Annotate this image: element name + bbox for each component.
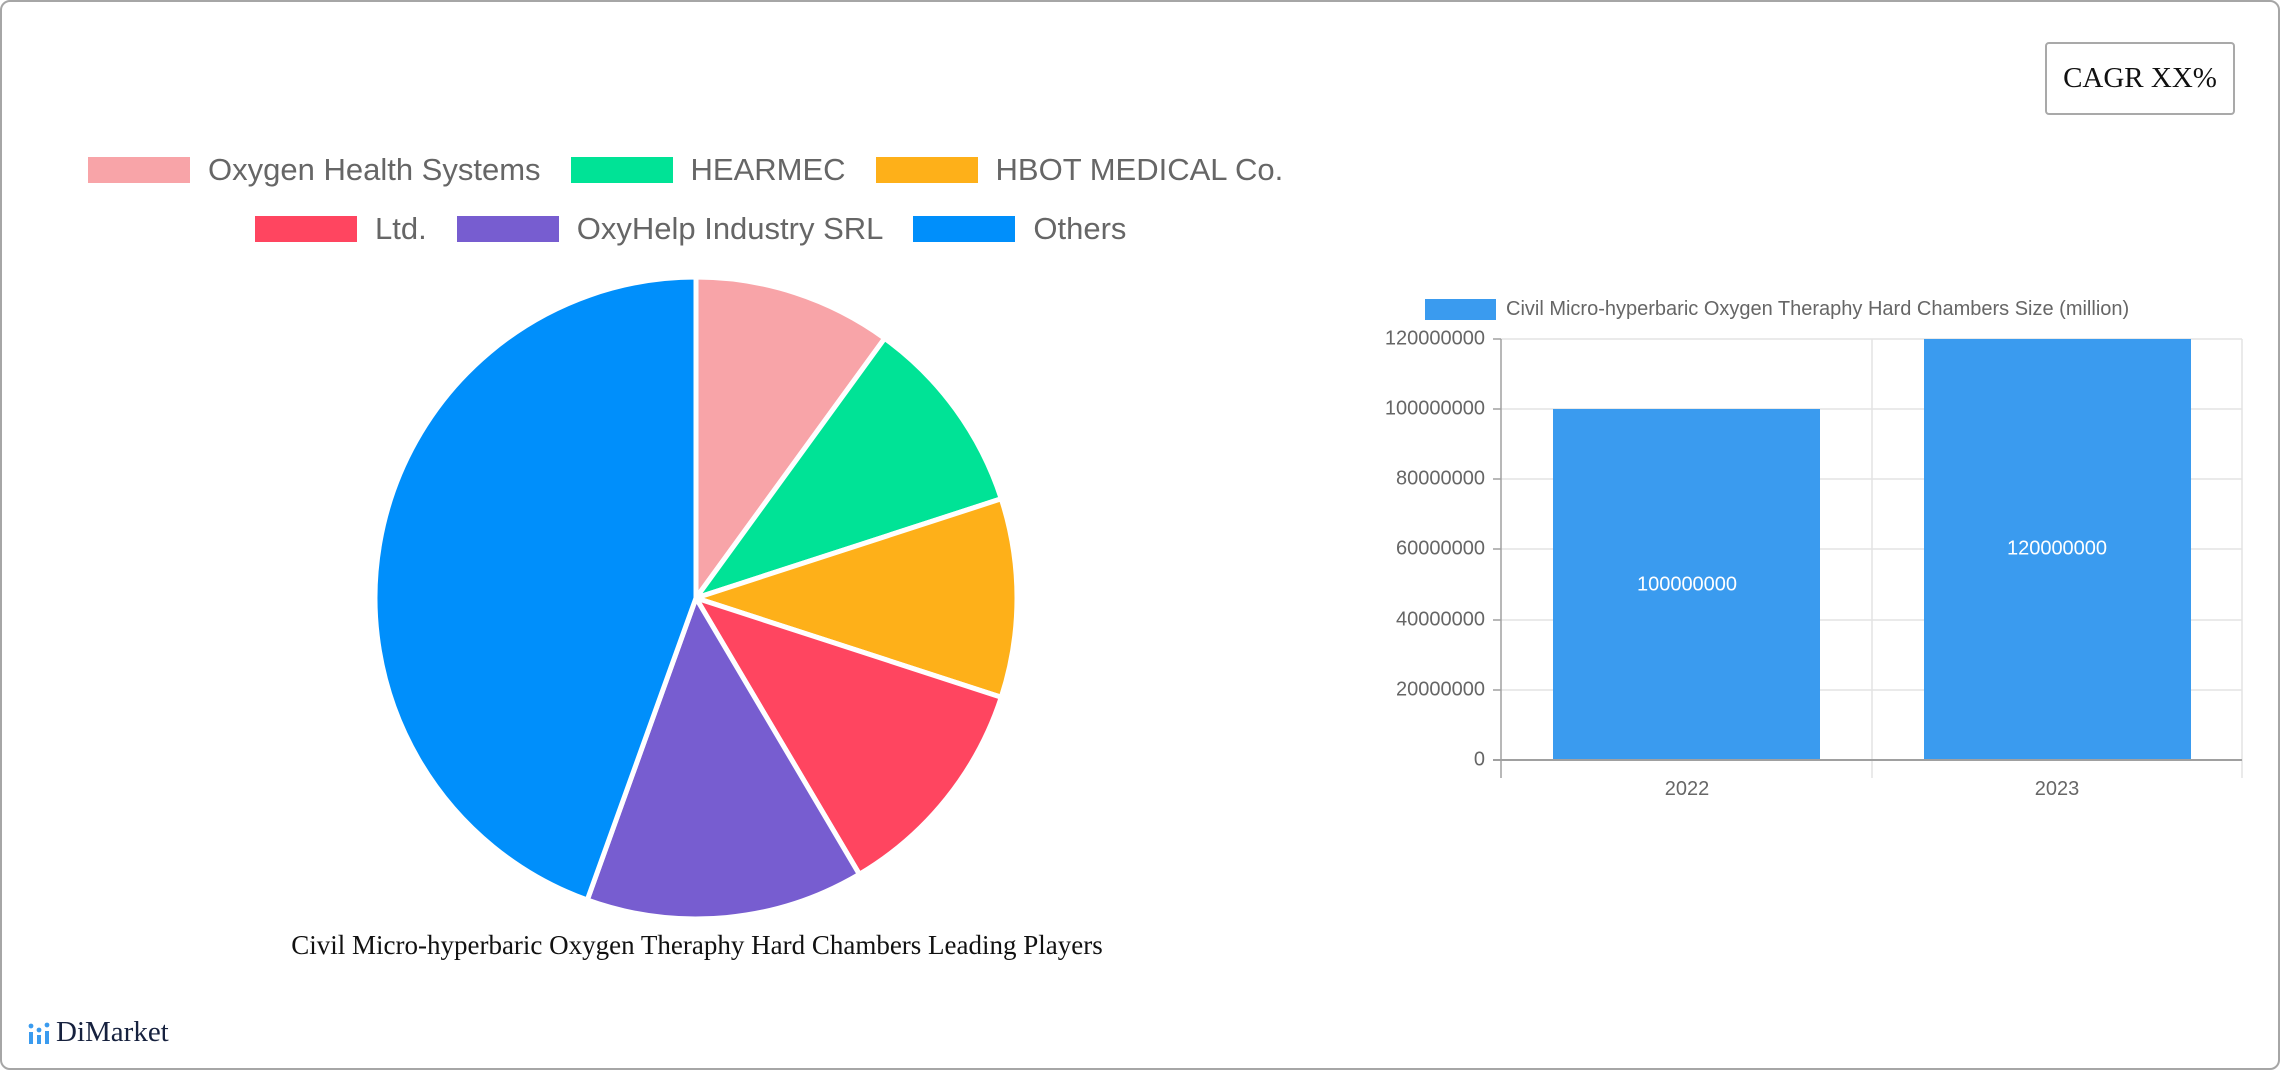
y-tick: 60000000 <box>1396 537 1485 560</box>
legend-label: HEARMEC <box>690 152 846 187</box>
x-tick: 2023 <box>2034 778 2080 800</box>
legend-item-ltd[interactable]: Ltd. <box>255 211 427 247</box>
legend-swatch <box>88 157 190 183</box>
pie-slice-others[interactable] <box>372 274 699 903</box>
y-tick: 80000000 <box>1396 467 1485 490</box>
legend-swatch <box>570 157 673 183</box>
legend-label: Others <box>1033 211 1127 246</box>
y-tick: 120000000 <box>1384 327 1485 350</box>
legend-label: OxyHelp Industry SRL <box>576 211 884 246</box>
dimarket-logo[interactable]: DiMarket <box>28 1016 169 1049</box>
y-tick: 40000000 <box>1396 608 1485 631</box>
cagr-label: CAGR XX% <box>2063 62 2217 94</box>
pie-chart <box>372 274 1020 922</box>
pie-slice-oxygen-health-systems[interactable] <box>693 274 888 601</box>
legend-label: Ltd. <box>375 211 427 246</box>
logo-text: DiMarket <box>56 1016 169 1048</box>
legend-item-others[interactable]: Others <box>913 211 1126 247</box>
cagr-badge: CAGR XX% <box>2045 42 2235 115</box>
legend-item-hearmec[interactable]: HEARMEC <box>570 152 846 188</box>
logo-bars-icon <box>28 1022 50 1044</box>
pie-legend-row-1: Oxygen Health Systems HEARMEC HBOT MEDIC… <box>88 150 1313 190</box>
legend-swatch <box>456 216 559 242</box>
legend-item-oxygen-health-systems[interactable]: Oxygen Health Systems <box>88 152 541 188</box>
x-tick: 2022 <box>1664 778 1710 800</box>
legend-label: Oxygen Health Systems <box>208 152 541 187</box>
y-tick: 0 <box>1473 748 1485 771</box>
bar-value-label: 120000000 <box>2006 537 2108 560</box>
bar-legend[interactable]: Civil Micro-hyperbaric Oxygen Theraphy H… <box>1425 298 2129 321</box>
pie-chart-title: Civil Micro-hyperbaric Oxygen Theraphy H… <box>291 930 1103 960</box>
legend-item-hbot-medical[interactable]: HBOT MEDICAL Co. <box>875 152 1284 188</box>
legend-label: HBOT MEDICAL Co. <box>995 152 1284 187</box>
bar-value-label: 100000000 <box>1636 573 1738 596</box>
legend-swatch <box>875 157 978 183</box>
pie-legend-row-2: Ltd. OxyHelp Industry SRL Others <box>255 209 1156 249</box>
bar-legend-label: Civil Micro-hyperbaric Oxygen Theraphy H… <box>1506 298 2130 320</box>
pie-slice-hearmec[interactable] <box>693 335 1004 601</box>
y-tick: 20000000 <box>1396 678 1485 701</box>
pie-slice-ltd[interactable] <box>693 595 1004 877</box>
bar-legend-swatch <box>1425 299 1496 320</box>
pie-slice-oxyhelp-industry-srl[interactable] <box>584 595 862 922</box>
legend-swatch <box>913 216 1016 242</box>
bar-2023[interactable] <box>1924 339 2191 760</box>
legend-swatch <box>255 216 357 242</box>
y-tick: 100000000 <box>1384 397 1485 420</box>
pie-slice-hbot-medical-co[interactable] <box>693 496 1020 700</box>
legend-item-oxyhelp[interactable]: OxyHelp Industry SRL <box>456 211 884 247</box>
bar-2022[interactable] <box>1553 409 1820 760</box>
